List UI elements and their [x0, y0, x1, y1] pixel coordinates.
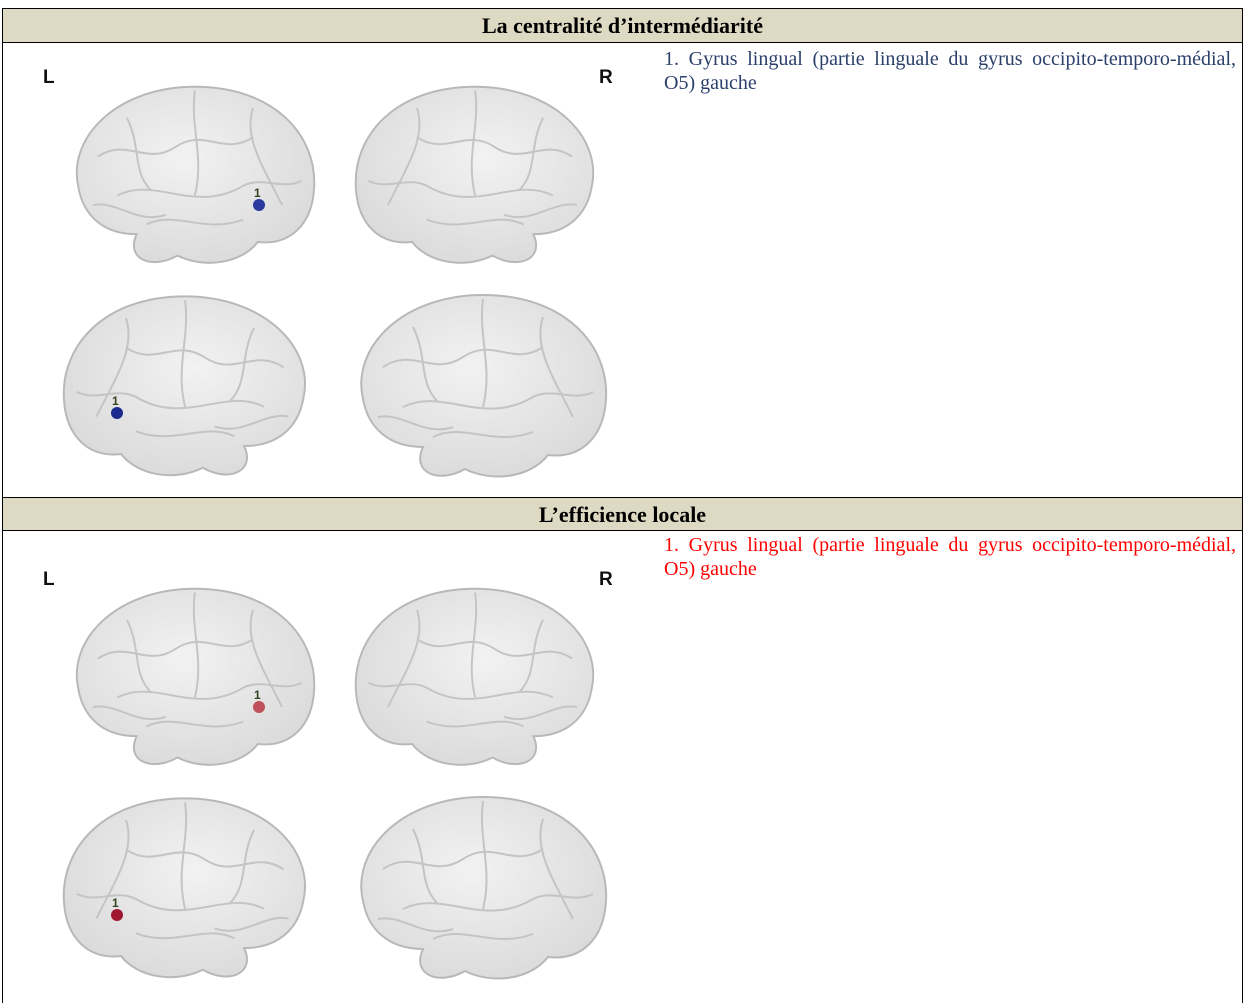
- node-marker: [111, 909, 123, 921]
- node-marker: [253, 199, 265, 211]
- brain-right-lateral: [354, 587, 595, 766]
- description: 1. Gyrus lingual (partie linguale du gyr…: [664, 48, 1236, 94]
- right-label: R: [599, 67, 613, 88]
- node-label: 1: [112, 394, 119, 408]
- brain-left-lateral: [75, 85, 316, 264]
- brain-right-lateral: [354, 85, 595, 264]
- brain-right-medial: [360, 796, 608, 980]
- brain-figure: L R 1 1: [43, 569, 613, 980]
- node-marker: [253, 701, 265, 713]
- left-label: L: [43, 67, 55, 88]
- node-label: 1: [254, 186, 261, 200]
- node-marker: [111, 407, 123, 419]
- brain-left-medial: [62, 797, 306, 979]
- brain-left-medial: [62, 295, 306, 477]
- node-label: 1: [254, 688, 261, 702]
- right-label: R: [599, 569, 613, 590]
- description: 1. Gyrus lingual (partie linguale du gyr…: [664, 534, 1236, 580]
- node-label: 1: [112, 896, 119, 910]
- table: La centralité d’intermédiarité L R 1 1 1…: [2, 8, 1243, 1003]
- brain-figure: L R 1 1: [43, 67, 613, 478]
- brain-left-lateral: [75, 587, 316, 766]
- brain-right-medial: [360, 294, 608, 478]
- left-label: L: [43, 569, 55, 590]
- section-title: L’efficience locale: [3, 497, 1242, 531]
- section-title: La centralité d’intermédiarité: [3, 9, 1242, 43]
